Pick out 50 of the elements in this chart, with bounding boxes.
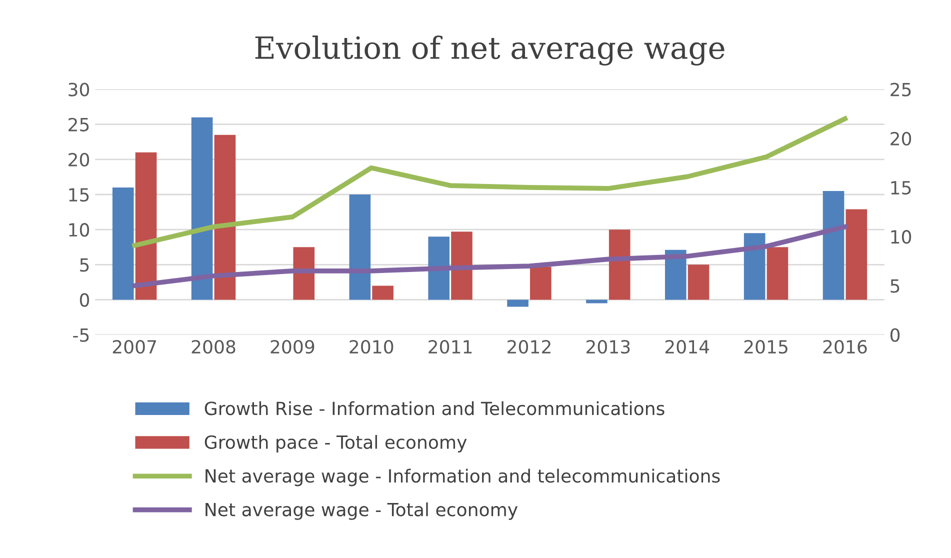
x-tick-label: 2010 xyxy=(350,340,394,354)
bar xyxy=(451,232,472,300)
x-tick-label: 2008 xyxy=(192,340,236,354)
legend-label: Net average wage - Total economy xyxy=(206,502,518,520)
bar xyxy=(688,264,710,300)
bar xyxy=(822,190,844,300)
y-tick-label: 25 xyxy=(68,118,89,132)
legend-label: Growth Rise - Information and Telecommunications xyxy=(204,401,664,416)
legend-label: Net average wage - Information and telecommunications xyxy=(206,468,720,486)
chart-title: Evolution of net average wage xyxy=(255,36,724,66)
y2-tick-label: 20 xyxy=(890,132,912,146)
bar xyxy=(530,266,552,300)
bar xyxy=(846,209,868,300)
x-tick-label: 2015 xyxy=(744,340,788,354)
bar xyxy=(428,236,450,300)
bar xyxy=(349,194,371,300)
bar xyxy=(214,134,236,300)
x-tick-label: 2011 xyxy=(428,340,472,354)
x-tick-label: 2014 xyxy=(665,340,710,354)
x-tick-label: 2013 xyxy=(586,340,630,354)
bar xyxy=(372,286,394,300)
line-series xyxy=(132,116,848,248)
bar xyxy=(586,300,608,304)
y-tick-label: 0 xyxy=(80,293,90,307)
x-tick-label: 2009 xyxy=(270,340,314,354)
legend-label: Growth pace - Total economy xyxy=(204,434,467,452)
x-tick-label: 2007 xyxy=(112,340,156,354)
bar xyxy=(766,247,788,300)
bar xyxy=(191,117,213,300)
x-tick-label: 2012 xyxy=(508,340,550,354)
y2-tick-label: 15 xyxy=(891,181,911,195)
y-tick-label: 5 xyxy=(80,258,89,272)
y-tick-label: 20 xyxy=(68,152,90,167)
y-tick-label: 15 xyxy=(69,188,89,202)
y2-tick-label: 5 xyxy=(890,279,900,293)
bar xyxy=(112,187,134,300)
y-tick-label: 10 xyxy=(69,223,90,237)
bar xyxy=(744,233,766,300)
bar xyxy=(664,250,686,300)
y2-tick-label: 25 xyxy=(890,82,911,96)
y-tick-label: -5 xyxy=(73,328,89,342)
line-series xyxy=(132,224,848,288)
x-tick-label: 2016 xyxy=(823,340,867,354)
bar xyxy=(135,152,157,300)
bar xyxy=(507,300,528,307)
y-tick-label: 30 xyxy=(68,82,90,96)
y2-tick-label: 10 xyxy=(891,230,912,244)
bar xyxy=(293,247,315,300)
y2-tick-label: 0 xyxy=(890,328,900,342)
bar xyxy=(608,230,630,300)
